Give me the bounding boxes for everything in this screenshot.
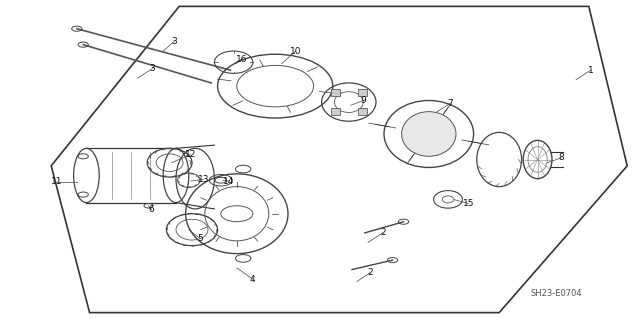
Text: 6: 6 — [149, 205, 154, 214]
Text: 4: 4 — [250, 275, 255, 284]
Text: 8: 8 — [559, 153, 564, 162]
Text: 9: 9 — [361, 96, 366, 105]
Text: 2: 2 — [367, 268, 372, 277]
Ellipse shape — [402, 112, 456, 156]
Text: SH23-E0704: SH23-E0704 — [531, 289, 582, 298]
Text: 2: 2 — [380, 228, 385, 237]
Bar — [331, 108, 340, 115]
Text: 15: 15 — [463, 199, 474, 208]
Text: 10: 10 — [290, 47, 301, 56]
Bar — [358, 89, 367, 96]
Text: 16: 16 — [236, 55, 248, 63]
Text: 7: 7 — [447, 99, 452, 108]
Text: 5: 5 — [198, 234, 203, 243]
Text: 3: 3 — [172, 37, 177, 46]
Text: 1: 1 — [588, 66, 593, 75]
Text: 11: 11 — [51, 177, 62, 186]
Text: 3: 3 — [150, 64, 155, 73]
Text: 14: 14 — [223, 177, 235, 186]
Bar — [358, 108, 367, 115]
Text: 13: 13 — [198, 175, 209, 184]
Bar — [331, 89, 340, 96]
Text: 12: 12 — [185, 150, 196, 159]
